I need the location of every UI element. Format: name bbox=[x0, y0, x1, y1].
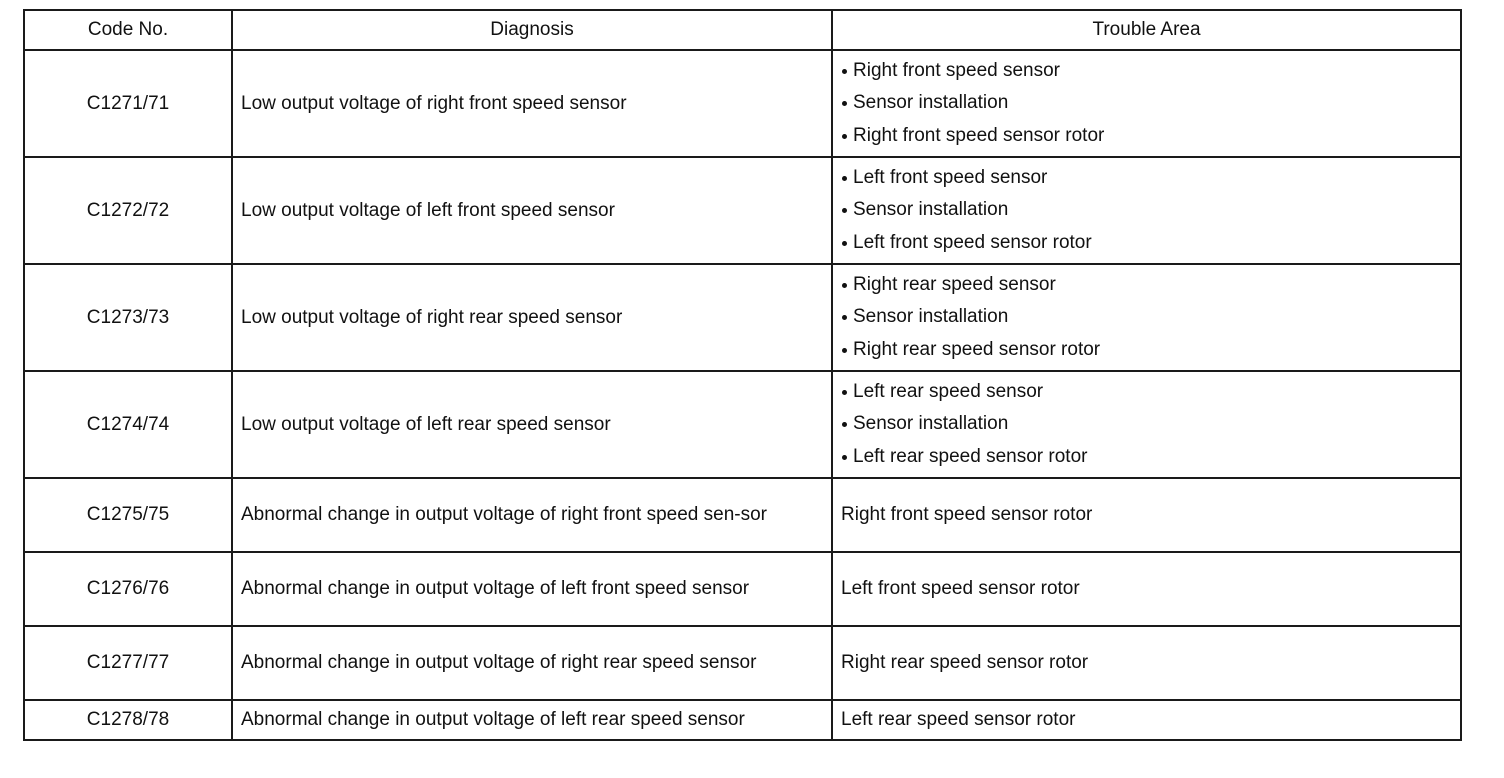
trouble-area-item: Right rear speed sensor bbox=[841, 269, 1452, 302]
trouble-area-item: Left front speed sensor rotor bbox=[841, 227, 1452, 260]
diagnosis-cell: Low output voltage of left front speed s… bbox=[231, 156, 833, 265]
trouble-area-item: Right front speed sensor rotor bbox=[841, 120, 1452, 153]
trouble-area-list: Left front speed sensor Sensor installat… bbox=[841, 162, 1452, 260]
table-row: C1272/72 Low output voltage of left fron… bbox=[23, 156, 1462, 265]
trouble-area-list: Left rear speed sensor Sensor installati… bbox=[841, 376, 1452, 474]
dtc-table: Code No. Diagnosis Trouble Area C1271/71… bbox=[23, 9, 1462, 741]
trouble-area-cell: Left front speed sensor Sensor installat… bbox=[831, 156, 1462, 265]
trouble-area-cell: Left front speed sensor rotor bbox=[831, 551, 1462, 627]
table-body: C1271/71 Low output voltage of right fro… bbox=[23, 49, 1462, 741]
diagnosis-cell: Abnormal change in output voltage of lef… bbox=[231, 551, 833, 627]
trouble-area-list: Right front speed sensor Sensor installa… bbox=[841, 55, 1452, 153]
trouble-area-item: Right front speed sensor bbox=[841, 55, 1452, 88]
table-row: C1275/75 Abnormal change in output volta… bbox=[23, 477, 1462, 553]
trouble-area-item: Left rear speed sensor bbox=[841, 376, 1452, 409]
trouble-area-list: Right rear speed sensor Sensor installat… bbox=[841, 269, 1452, 367]
table-row: C1278/78 Abnormal change in output volta… bbox=[23, 699, 1462, 741]
trouble-area-cell: Left rear speed sensor rotor bbox=[831, 699, 1462, 741]
table-row: C1271/71 Low output voltage of right fro… bbox=[23, 49, 1462, 158]
trouble-area-cell: Right front speed sensor rotor bbox=[831, 477, 1462, 553]
table-header: Code No. Diagnosis Trouble Area bbox=[23, 9, 1462, 51]
trouble-area-item: Left front speed sensor bbox=[841, 162, 1452, 195]
trouble-area-item: Sensor installation bbox=[841, 408, 1452, 441]
code-cell: C1274/74 bbox=[23, 370, 233, 479]
code-cell: C1276/76 bbox=[23, 551, 233, 627]
diagnosis-cell: Abnormal change in output voltage of rig… bbox=[231, 625, 833, 701]
trouble-area-item: Sensor installation bbox=[841, 87, 1452, 120]
code-cell: C1273/73 bbox=[23, 263, 233, 372]
trouble-area-item: Sensor installation bbox=[841, 301, 1452, 334]
trouble-area-item: Right rear speed sensor rotor bbox=[841, 334, 1452, 367]
table-row: C1277/77 Abnormal change in output volta… bbox=[23, 625, 1462, 701]
table-row: C1274/74 Low output voltage of left rear… bbox=[23, 370, 1462, 479]
diagnosis-cell: Low output voltage of right rear speed s… bbox=[231, 263, 833, 372]
code-cell: C1275/75 bbox=[23, 477, 233, 553]
trouble-area-item: Sensor installation bbox=[841, 194, 1452, 227]
header-row: Code No. Diagnosis Trouble Area bbox=[23, 9, 1462, 51]
header-code: Code No. bbox=[23, 9, 233, 51]
table-row: C1276/76 Abnormal change in output volta… bbox=[23, 551, 1462, 627]
diagnosis-cell: Abnormal change in output voltage of rig… bbox=[231, 477, 833, 553]
trouble-area-cell: Right rear speed sensor rotor bbox=[831, 625, 1462, 701]
trouble-area-cell: Right rear speed sensor Sensor installat… bbox=[831, 263, 1462, 372]
code-cell: C1278/78 bbox=[23, 699, 233, 741]
header-diagnosis: Diagnosis bbox=[231, 9, 833, 51]
code-cell: C1277/77 bbox=[23, 625, 233, 701]
header-trouble-area: Trouble Area bbox=[831, 9, 1462, 51]
trouble-area-cell: Right front speed sensor Sensor installa… bbox=[831, 49, 1462, 158]
trouble-area-item: Left rear speed sensor rotor bbox=[841, 441, 1452, 474]
diagnosis-cell: Low output voltage of right front speed … bbox=[231, 49, 833, 158]
code-cell: C1272/72 bbox=[23, 156, 233, 265]
table-row: C1273/73 Low output voltage of right rea… bbox=[23, 263, 1462, 372]
trouble-area-cell: Left rear speed sensor Sensor installati… bbox=[831, 370, 1462, 479]
code-cell: C1271/71 bbox=[23, 49, 233, 158]
diagnosis-cell: Low output voltage of left rear speed se… bbox=[231, 370, 833, 479]
diagnosis-cell: Abnormal change in output voltage of lef… bbox=[231, 699, 833, 741]
